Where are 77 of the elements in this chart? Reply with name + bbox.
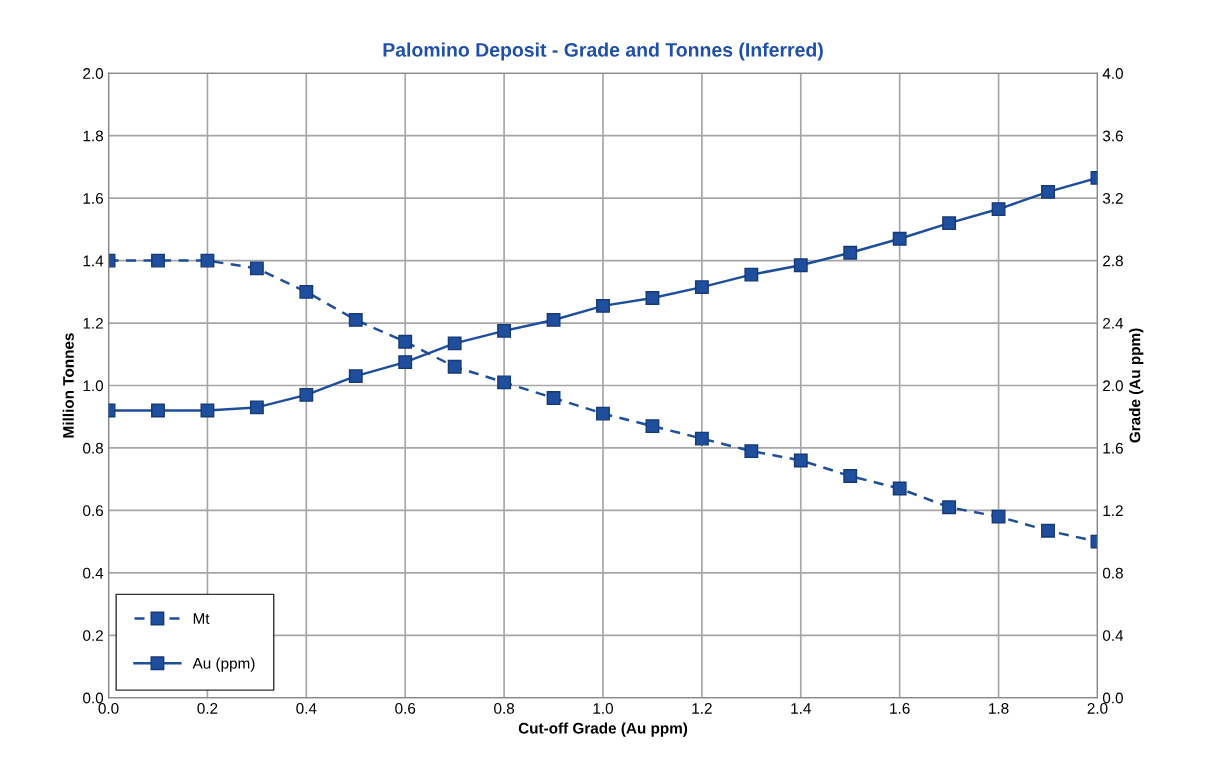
legend-label: Au (ppm)	[192, 657, 255, 672]
y2-tick-label: 0.8	[1102, 567, 1123, 579]
y2-tick-label: 1.6	[1103, 442, 1123, 454]
point	[497, 375, 512, 390]
y2-tick-label: 2.8	[1103, 255, 1123, 267]
x-tick-label: 0.0	[98, 703, 119, 714]
legend-label: Mt	[193, 613, 210, 624]
point	[793, 258, 808, 273]
y-tick-label: 1.2	[83, 317, 103, 329]
point	[892, 231, 907, 246]
point	[991, 202, 1006, 217]
x-tick-label: 1.0	[593, 703, 614, 714]
point	[546, 312, 561, 327]
x-tick-label: 1.8	[989, 703, 1009, 714]
point	[744, 444, 759, 459]
point	[843, 245, 858, 260]
y-tick-label: 1.0	[83, 380, 104, 392]
y2-tick-label: 2.4	[1103, 317, 1124, 329]
y2-tick-label: 2.0	[1103, 380, 1123, 392]
point	[596, 298, 610, 313]
y-tick-label: 1.6	[83, 193, 104, 204]
y-tick-label: 1.8	[83, 130, 104, 142]
point	[942, 500, 957, 515]
point	[299, 387, 314, 402]
x-tick-label: 0.8	[494, 703, 515, 714]
point	[546, 391, 561, 405]
point	[497, 323, 512, 338]
x-tick-label: 1.6	[890, 703, 910, 714]
point	[596, 406, 610, 421]
y-tick-label: 0.6	[83, 505, 104, 517]
y-tick-label: 0.0	[83, 692, 104, 704]
point	[200, 253, 215, 268]
x-axis-title: Cut-off Grade (Au ppm)	[518, 722, 688, 737]
point	[348, 312, 363, 327]
y-tick-label: 0.8	[83, 442, 104, 454]
point	[892, 481, 907, 496]
point	[151, 253, 165, 268]
y2-tick-label: 1.2	[1103, 505, 1123, 516]
y2-tick-label: 0.4	[1102, 630, 1124, 641]
point	[348, 369, 363, 384]
y-tick-label: 0.4	[83, 567, 104, 579]
y-axis-title: Million Tonnes	[62, 333, 74, 438]
point	[694, 280, 709, 295]
point	[1041, 523, 1055, 538]
point	[793, 453, 808, 468]
y2-tick-label: 3.6	[1102, 130, 1123, 142]
x-tick-label: 2.0	[1087, 703, 1108, 714]
point	[991, 509, 1006, 524]
point	[694, 431, 709, 446]
point	[843, 469, 858, 483]
point	[299, 284, 314, 299]
point	[398, 355, 413, 370]
y2-tick-label: 3.2	[1102, 193, 1123, 204]
x-tick-label: 0.6	[395, 703, 416, 714]
chart-title: Palomino Deposit - Grade and Tonnes (Inferred)	[383, 42, 823, 61]
point	[249, 261, 264, 276]
x-tick-label: 0.2	[197, 703, 218, 714]
point	[200, 403, 215, 418]
x-tick-label: 0.4	[296, 703, 317, 714]
point	[151, 403, 165, 418]
y-tick-label: 0.2	[83, 630, 103, 641]
point	[447, 359, 462, 374]
point	[942, 216, 957, 231]
x-tick-label: 1.2	[692, 703, 712, 714]
y2-tick-label: 0.0	[1102, 692, 1123, 704]
point	[645, 419, 660, 434]
x-tick-label: 1.4	[791, 703, 811, 714]
y2-tick-label: 4.0	[1102, 68, 1123, 79]
y-tick-label: 1.4	[83, 255, 104, 267]
point	[249, 400, 264, 415]
point	[398, 334, 413, 349]
point	[744, 267, 759, 282]
y-tick-label: 2.0	[83, 68, 104, 79]
point	[1041, 184, 1055, 199]
y2-axis-title: Grade (Au ppm)	[1129, 328, 1144, 443]
point	[645, 291, 660, 306]
point	[447, 336, 462, 351]
